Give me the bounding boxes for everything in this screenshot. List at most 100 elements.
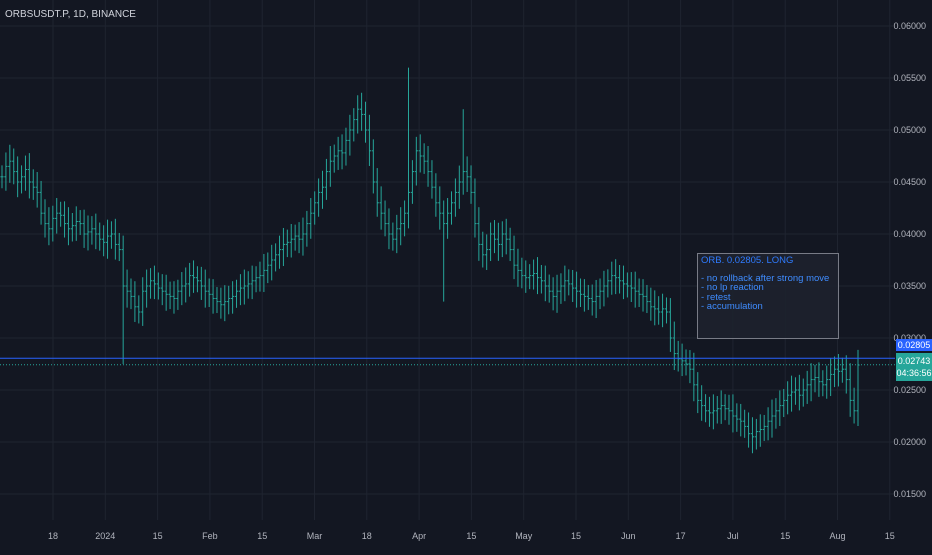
price-bar — [352, 108, 356, 142]
price-bar — [770, 399, 774, 438]
price-bar — [371, 139, 375, 194]
note-line: - no lp reaction — [701, 282, 764, 294]
line-price-label: 0.02805 — [896, 339, 932, 351]
price-bar — [180, 272, 184, 306]
price-bar — [442, 200, 446, 302]
x-tick-label: 15 — [780, 531, 790, 541]
price-bar — [668, 298, 672, 352]
price-bar — [473, 178, 477, 238]
price-bar — [645, 284, 649, 314]
price-bar — [543, 265, 547, 302]
price-bar — [274, 243, 278, 272]
price-bar — [281, 227, 286, 267]
price-bar — [778, 390, 782, 426]
price-bar — [12, 148, 16, 185]
price-bar — [8, 144, 12, 183]
price-bar — [492, 220, 497, 254]
price-bar — [766, 407, 770, 441]
price-bar — [461, 109, 465, 195]
price-bar — [47, 207, 51, 246]
price-bar — [641, 279, 645, 312]
x-tick-label: Mar — [307, 531, 323, 541]
price-bar — [547, 274, 551, 303]
price-bar — [74, 206, 78, 241]
x-tick-label: May — [515, 531, 533, 541]
price-bar — [55, 198, 59, 234]
price-bar — [465, 156, 469, 192]
price-bar — [422, 143, 426, 174]
text-note[interactable]: ORB. 0.02805. LONG - no rollback after s… — [697, 253, 839, 339]
price-bar — [594, 279, 598, 319]
time-axis[interactable]: 18 2024 15 Feb 15 Mar 18 Apr 15 May 15 Jun 17 Jul 15 Au… — [48, 531, 895, 541]
price-bar — [160, 274, 164, 306]
price-bar — [297, 222, 301, 254]
price-bar — [477, 207, 481, 261]
price-bar — [758, 414, 762, 447]
price-bar — [731, 394, 735, 433]
price-bar — [844, 355, 848, 394]
price-bar — [152, 265, 157, 300]
price-bar — [555, 274, 559, 313]
price-bar — [445, 198, 450, 239]
price-bar — [449, 191, 454, 225]
price-bar — [805, 370, 809, 404]
price-bar — [840, 357, 844, 383]
y-tick-label: 0.06000 — [893, 21, 926, 31]
note-line: - retest — [701, 291, 731, 303]
price-bar — [238, 274, 243, 306]
price-bar — [551, 277, 555, 311]
price-bar — [277, 235, 282, 269]
note-line: - no rollback after strong move — [701, 273, 830, 285]
x-tick-label: 2024 — [95, 531, 115, 541]
price-bar — [586, 284, 590, 310]
price-bar — [387, 208, 391, 250]
price-bar — [0, 165, 4, 189]
price-bar — [195, 266, 200, 293]
price-bar — [39, 180, 43, 225]
y-tick-label: 0.04000 — [893, 229, 926, 239]
x-tick-label: 15 — [257, 531, 267, 541]
price-bar — [344, 127, 348, 166]
x-tick-label: 15 — [466, 531, 476, 541]
price-bar — [457, 165, 461, 209]
price-bar — [496, 222, 501, 261]
price-bar — [227, 285, 231, 315]
price-bar — [399, 207, 403, 246]
x-tick-label: 18 — [362, 531, 372, 541]
price-bar — [836, 354, 841, 387]
price-axis[interactable]: 0.06000 0.05500 0.05000 0.04500 0.04000 0.035… — [893, 21, 926, 499]
price-bar — [82, 209, 86, 248]
price-bar — [524, 260, 528, 293]
price-bar — [270, 244, 274, 281]
price-bar — [813, 364, 817, 393]
price-bar — [395, 214, 399, 254]
x-tick-label: 15 — [153, 531, 163, 541]
price-bar — [512, 235, 516, 280]
price-bar — [250, 265, 254, 300]
price-bar — [324, 158, 329, 200]
price-bar — [414, 136, 418, 186]
y-tick-label: 0.05500 — [893, 73, 926, 83]
price-bar — [86, 215, 90, 251]
price-bar — [113, 218, 117, 260]
price-bar — [797, 374, 801, 411]
price-bar — [90, 216, 94, 245]
price-bar — [219, 287, 223, 319]
price-bar — [117, 232, 121, 262]
price-bar — [520, 257, 524, 289]
x-tick-label: 15 — [885, 531, 895, 541]
price-bar — [406, 67, 411, 229]
price-bar — [715, 396, 719, 424]
price-bar — [402, 200, 407, 237]
price-bar — [367, 114, 372, 166]
price-bar — [305, 210, 309, 247]
price-bar — [133, 281, 137, 322]
price-bar — [379, 186, 383, 230]
price-bar — [348, 114, 352, 156]
price-bar — [700, 385, 704, 421]
horizontal-line-layer[interactable] — [0, 357, 895, 366]
price-bar — [289, 224, 293, 258]
price-bar — [528, 264, 532, 290]
